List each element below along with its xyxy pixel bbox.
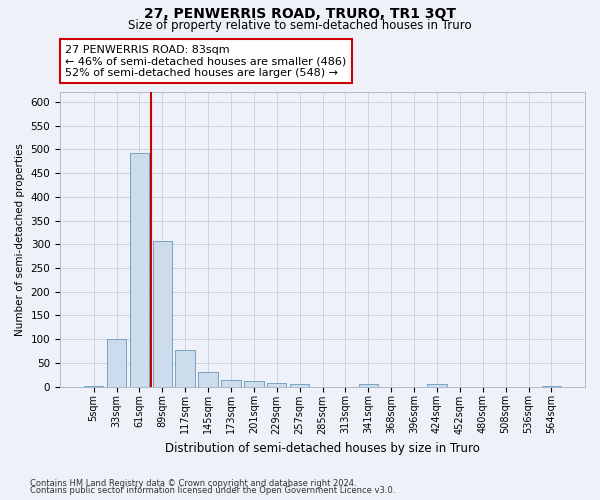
Bar	[130, 152, 149, 386]
Bar	[267, 382, 286, 386]
Y-axis label: Number of semi-detached properties: Number of semi-detached properties	[15, 143, 25, 336]
Bar	[290, 384, 310, 386]
Text: 27, PENWERRIS ROAD, TRURO, TR1 3QT: 27, PENWERRIS ROAD, TRURO, TR1 3QT	[144, 8, 456, 22]
Text: Size of property relative to semi-detached houses in Truro: Size of property relative to semi-detach…	[128, 19, 472, 32]
X-axis label: Distribution of semi-detached houses by size in Truro: Distribution of semi-detached houses by …	[165, 442, 480, 455]
Bar	[427, 384, 446, 386]
Bar	[244, 382, 263, 386]
Text: 27 PENWERRIS ROAD: 83sqm
← 46% of semi-detached houses are smaller (486)
52% of : 27 PENWERRIS ROAD: 83sqm ← 46% of semi-d…	[65, 44, 347, 78]
Text: Contains HM Land Registry data © Crown copyright and database right 2024.: Contains HM Land Registry data © Crown c…	[30, 478, 356, 488]
Bar	[359, 384, 378, 386]
Text: Contains public sector information licensed under the Open Government Licence v3: Contains public sector information licen…	[30, 486, 395, 495]
Bar	[175, 350, 195, 387]
Bar	[221, 380, 241, 386]
Bar	[107, 339, 126, 386]
Bar	[199, 372, 218, 386]
Bar	[152, 241, 172, 386]
